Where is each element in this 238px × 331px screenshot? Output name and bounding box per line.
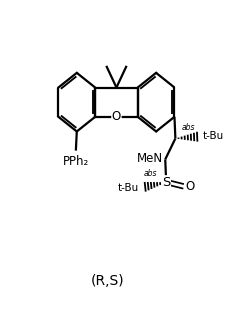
Text: t-Bu: t-Bu	[118, 183, 139, 193]
Text: abs: abs	[182, 123, 195, 132]
Text: (R,S): (R,S)	[90, 274, 124, 288]
Text: O: O	[185, 180, 194, 193]
Text: PPh₂: PPh₂	[63, 155, 89, 168]
Text: S: S	[162, 176, 170, 189]
Text: MeN: MeN	[137, 152, 163, 165]
Text: abs: abs	[144, 169, 157, 178]
Text: t-Bu: t-Bu	[203, 131, 224, 141]
Text: O: O	[112, 110, 121, 123]
